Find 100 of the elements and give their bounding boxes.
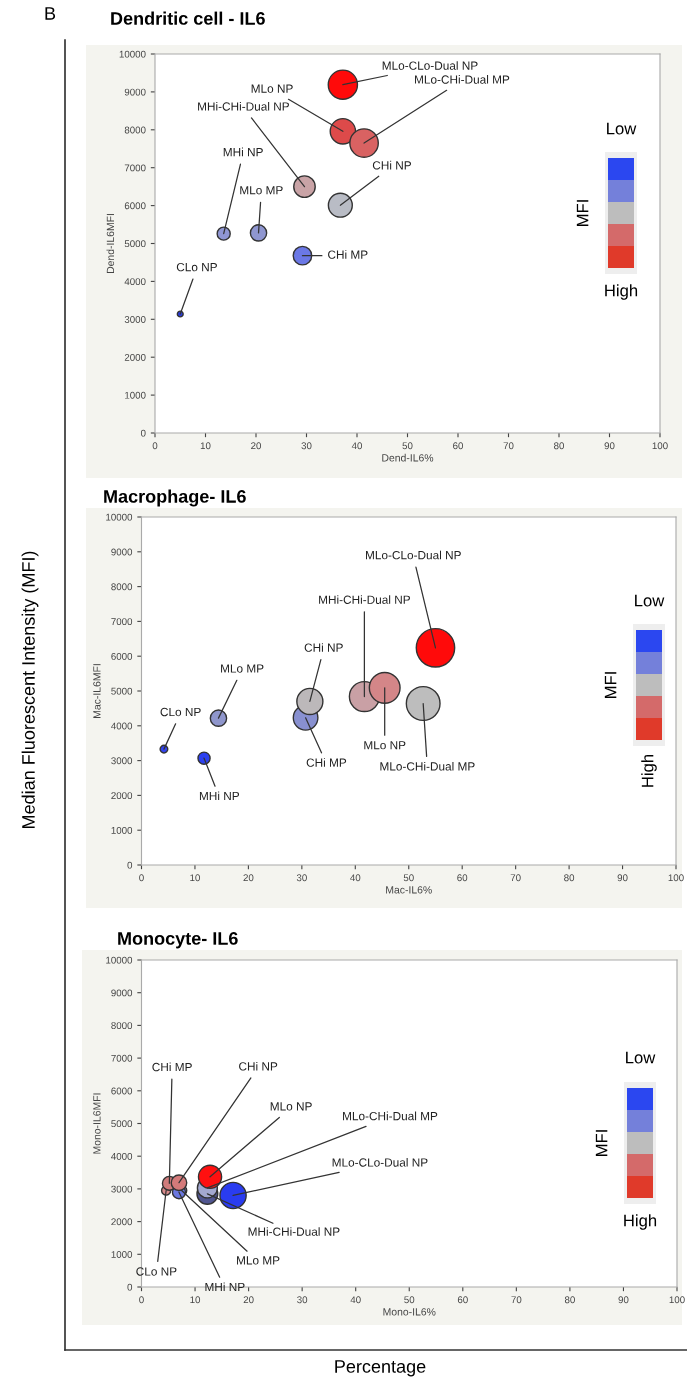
y-tick-label: 3000 <box>111 757 133 765</box>
y-tick-label: 6000 <box>124 202 146 210</box>
x-tick-label: 20 <box>251 442 262 450</box>
y-tick-label: 4000 <box>124 278 146 286</box>
annotation: MLo NP <box>364 741 406 750</box>
x-tick-label: 100 <box>669 1296 685 1304</box>
y-tick-label: 10000 <box>106 956 133 964</box>
annotation: Low <box>626 1051 656 1064</box>
x-tick-label: 30 <box>297 1296 308 1304</box>
annotation: CLo NP <box>160 707 201 717</box>
x-tick-label: 70 <box>503 442 514 450</box>
annotation: MLo-CLo-Dual NP <box>366 550 461 560</box>
y-tick-label: 4000 <box>111 722 133 730</box>
y-tick-label: 9000 <box>111 989 133 997</box>
text: Percentage <box>335 1360 426 1377</box>
x-tick-label: 70 <box>511 1296 522 1304</box>
annotation: MLo NP <box>251 84 293 93</box>
annotation: Low <box>607 122 637 135</box>
y-tick-label: 2000 <box>111 792 133 800</box>
x-tick-label: 50 <box>402 442 413 450</box>
x-tick-label: 10 <box>190 874 200 882</box>
x-tick-label: 60 <box>453 442 464 450</box>
annotation: MLo MP <box>240 186 283 195</box>
y-tick-label: 2000 <box>124 353 146 361</box>
color-bar-title: MFI <box>595 1130 608 1156</box>
x-tick-label: 80 <box>554 442 565 450</box>
y-tick-label: 9000 <box>124 88 146 96</box>
annotation: MLo-CLo-Dual NP <box>332 1157 428 1167</box>
x-axis-title: Mono-IL6% <box>383 1308 436 1316</box>
y-tick-label: 5000 <box>111 1120 133 1128</box>
annotation: CLo NP <box>176 262 217 272</box>
x-tick-label: 70 <box>510 874 521 882</box>
x-tick-label: 60 <box>457 874 468 882</box>
annotation: CHi MP <box>328 250 368 259</box>
annotation: CHi MP <box>306 758 347 767</box>
x-tick-label: 90 <box>617 874 628 882</box>
color-bar-title: MFI <box>576 200 589 226</box>
x-axis-title: Dend-IL6% <box>382 453 434 462</box>
y-tick-label: 2000 <box>111 1218 133 1226</box>
x-tick-label: 10 <box>190 1296 201 1304</box>
y-tick-label: 3000 <box>111 1185 133 1193</box>
y-tick-label: 7000 <box>111 1054 133 1062</box>
annotation: Low <box>635 594 665 607</box>
annotation: MLo MP <box>237 1256 280 1265</box>
y-tick-label: 1000 <box>125 391 146 399</box>
color-bar-title: MFI <box>604 672 617 698</box>
annotation: CHi MP <box>152 1062 192 1072</box>
annotation: CHi NP <box>372 160 412 170</box>
annotation: CHi NP <box>239 1061 278 1071</box>
x-tick-label: 20 <box>243 1296 254 1304</box>
annotation: MLo-CHi-Dual MP <box>380 761 475 771</box>
x-tick-label: 50 <box>404 1296 415 1304</box>
annotation: CHi NP <box>304 643 343 652</box>
annotation: MHi NP <box>205 1282 245 1292</box>
y-tick-label: 5000 <box>111 687 133 695</box>
annotation: High <box>605 284 638 300</box>
chart-title: Monocyte- IL6 <box>118 932 238 949</box>
y-tick-label: 0 <box>127 1283 133 1291</box>
x-tick-label: 0 <box>152 442 158 450</box>
y-axis-title: Dend-IL6MFI <box>106 214 115 274</box>
x-tick-label: 40 <box>351 442 363 450</box>
annotation: MLo NP <box>270 1102 312 1111</box>
annotation: High <box>624 1214 657 1230</box>
x-tick-label: 30 <box>296 874 307 882</box>
x-tick-label: 80 <box>564 874 575 882</box>
annotation: MHi-CHi-Dual NP <box>198 101 289 111</box>
chart-title: Macrophage- IL6 <box>104 489 246 507</box>
annotation: MLo-CHi-Dual MP <box>343 1111 438 1121</box>
y-axis-title: Mac-IL6MFI <box>93 664 101 718</box>
x-tick-label: 100 <box>652 442 668 450</box>
y-tick-label: 1000 <box>111 826 133 834</box>
x-tick-label: 30 <box>301 442 312 450</box>
y-tick-label: 8000 <box>111 583 133 591</box>
x-tick-label: 80 <box>564 1296 575 1304</box>
y-tick-label: 1000 <box>111 1251 133 1258</box>
y-tick-label: 10000 <box>119 50 146 58</box>
x-tick-label: 100 <box>668 874 684 882</box>
y-tick-label: 6000 <box>111 652 133 660</box>
y-axis-title: Mono-IL6MFI <box>93 1093 101 1154</box>
x-tick-label: 20 <box>243 874 254 882</box>
y-tick-label: 10000 <box>106 513 133 521</box>
text: Median Fluorescent Intensity (MFI) <box>21 551 39 828</box>
y-tick-label: 9000 <box>111 548 133 556</box>
annotation: MLo-CHi-Dual MP <box>415 75 510 84</box>
x-tick-label: 90 <box>618 1296 629 1304</box>
y-tick-label: 7000 <box>124 164 146 172</box>
annotation: MLo MP <box>221 664 264 673</box>
annotation: MHi NP <box>199 791 240 801</box>
x-tick-label: 50 <box>403 874 414 882</box>
x-tick-label: 60 <box>457 1296 468 1304</box>
y-tick-label: 5000 <box>124 240 146 248</box>
y-tick-label: 8000 <box>111 1022 133 1030</box>
y-tick-label: 6000 <box>111 1087 133 1095</box>
annotation: MLo-CLo-Dual NP <box>382 61 478 70</box>
annotation: MHi-CHi-Dual NP <box>248 1227 340 1236</box>
y-tick-label: 0 <box>127 861 133 869</box>
text: B <box>45 7 56 20</box>
annotation: High <box>641 754 657 787</box>
y-tick-label: 8000 <box>124 126 146 134</box>
y-tick-label: 3000 <box>124 316 146 323</box>
